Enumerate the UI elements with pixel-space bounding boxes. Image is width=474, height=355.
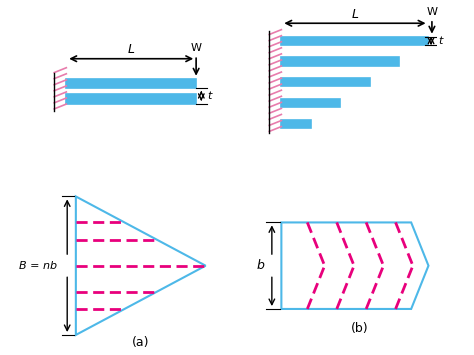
Text: (a): (a)	[132, 336, 149, 349]
Text: t: t	[207, 91, 212, 101]
Text: t: t	[438, 36, 442, 46]
Polygon shape	[76, 196, 206, 335]
Bar	[66, 78, 196, 88]
Bar	[282, 37, 428, 45]
Text: L: L	[351, 8, 358, 21]
Bar	[282, 78, 370, 86]
Text: b: b	[256, 259, 264, 272]
Bar	[282, 120, 311, 128]
Bar	[282, 58, 399, 66]
Text: L: L	[128, 43, 135, 56]
Text: B = nb: B = nb	[18, 261, 57, 271]
Text: (b): (b)	[350, 322, 368, 335]
Polygon shape	[282, 223, 428, 309]
Bar	[282, 99, 340, 107]
Bar	[66, 94, 196, 104]
Text: W: W	[427, 7, 438, 17]
Text: W: W	[191, 43, 201, 53]
